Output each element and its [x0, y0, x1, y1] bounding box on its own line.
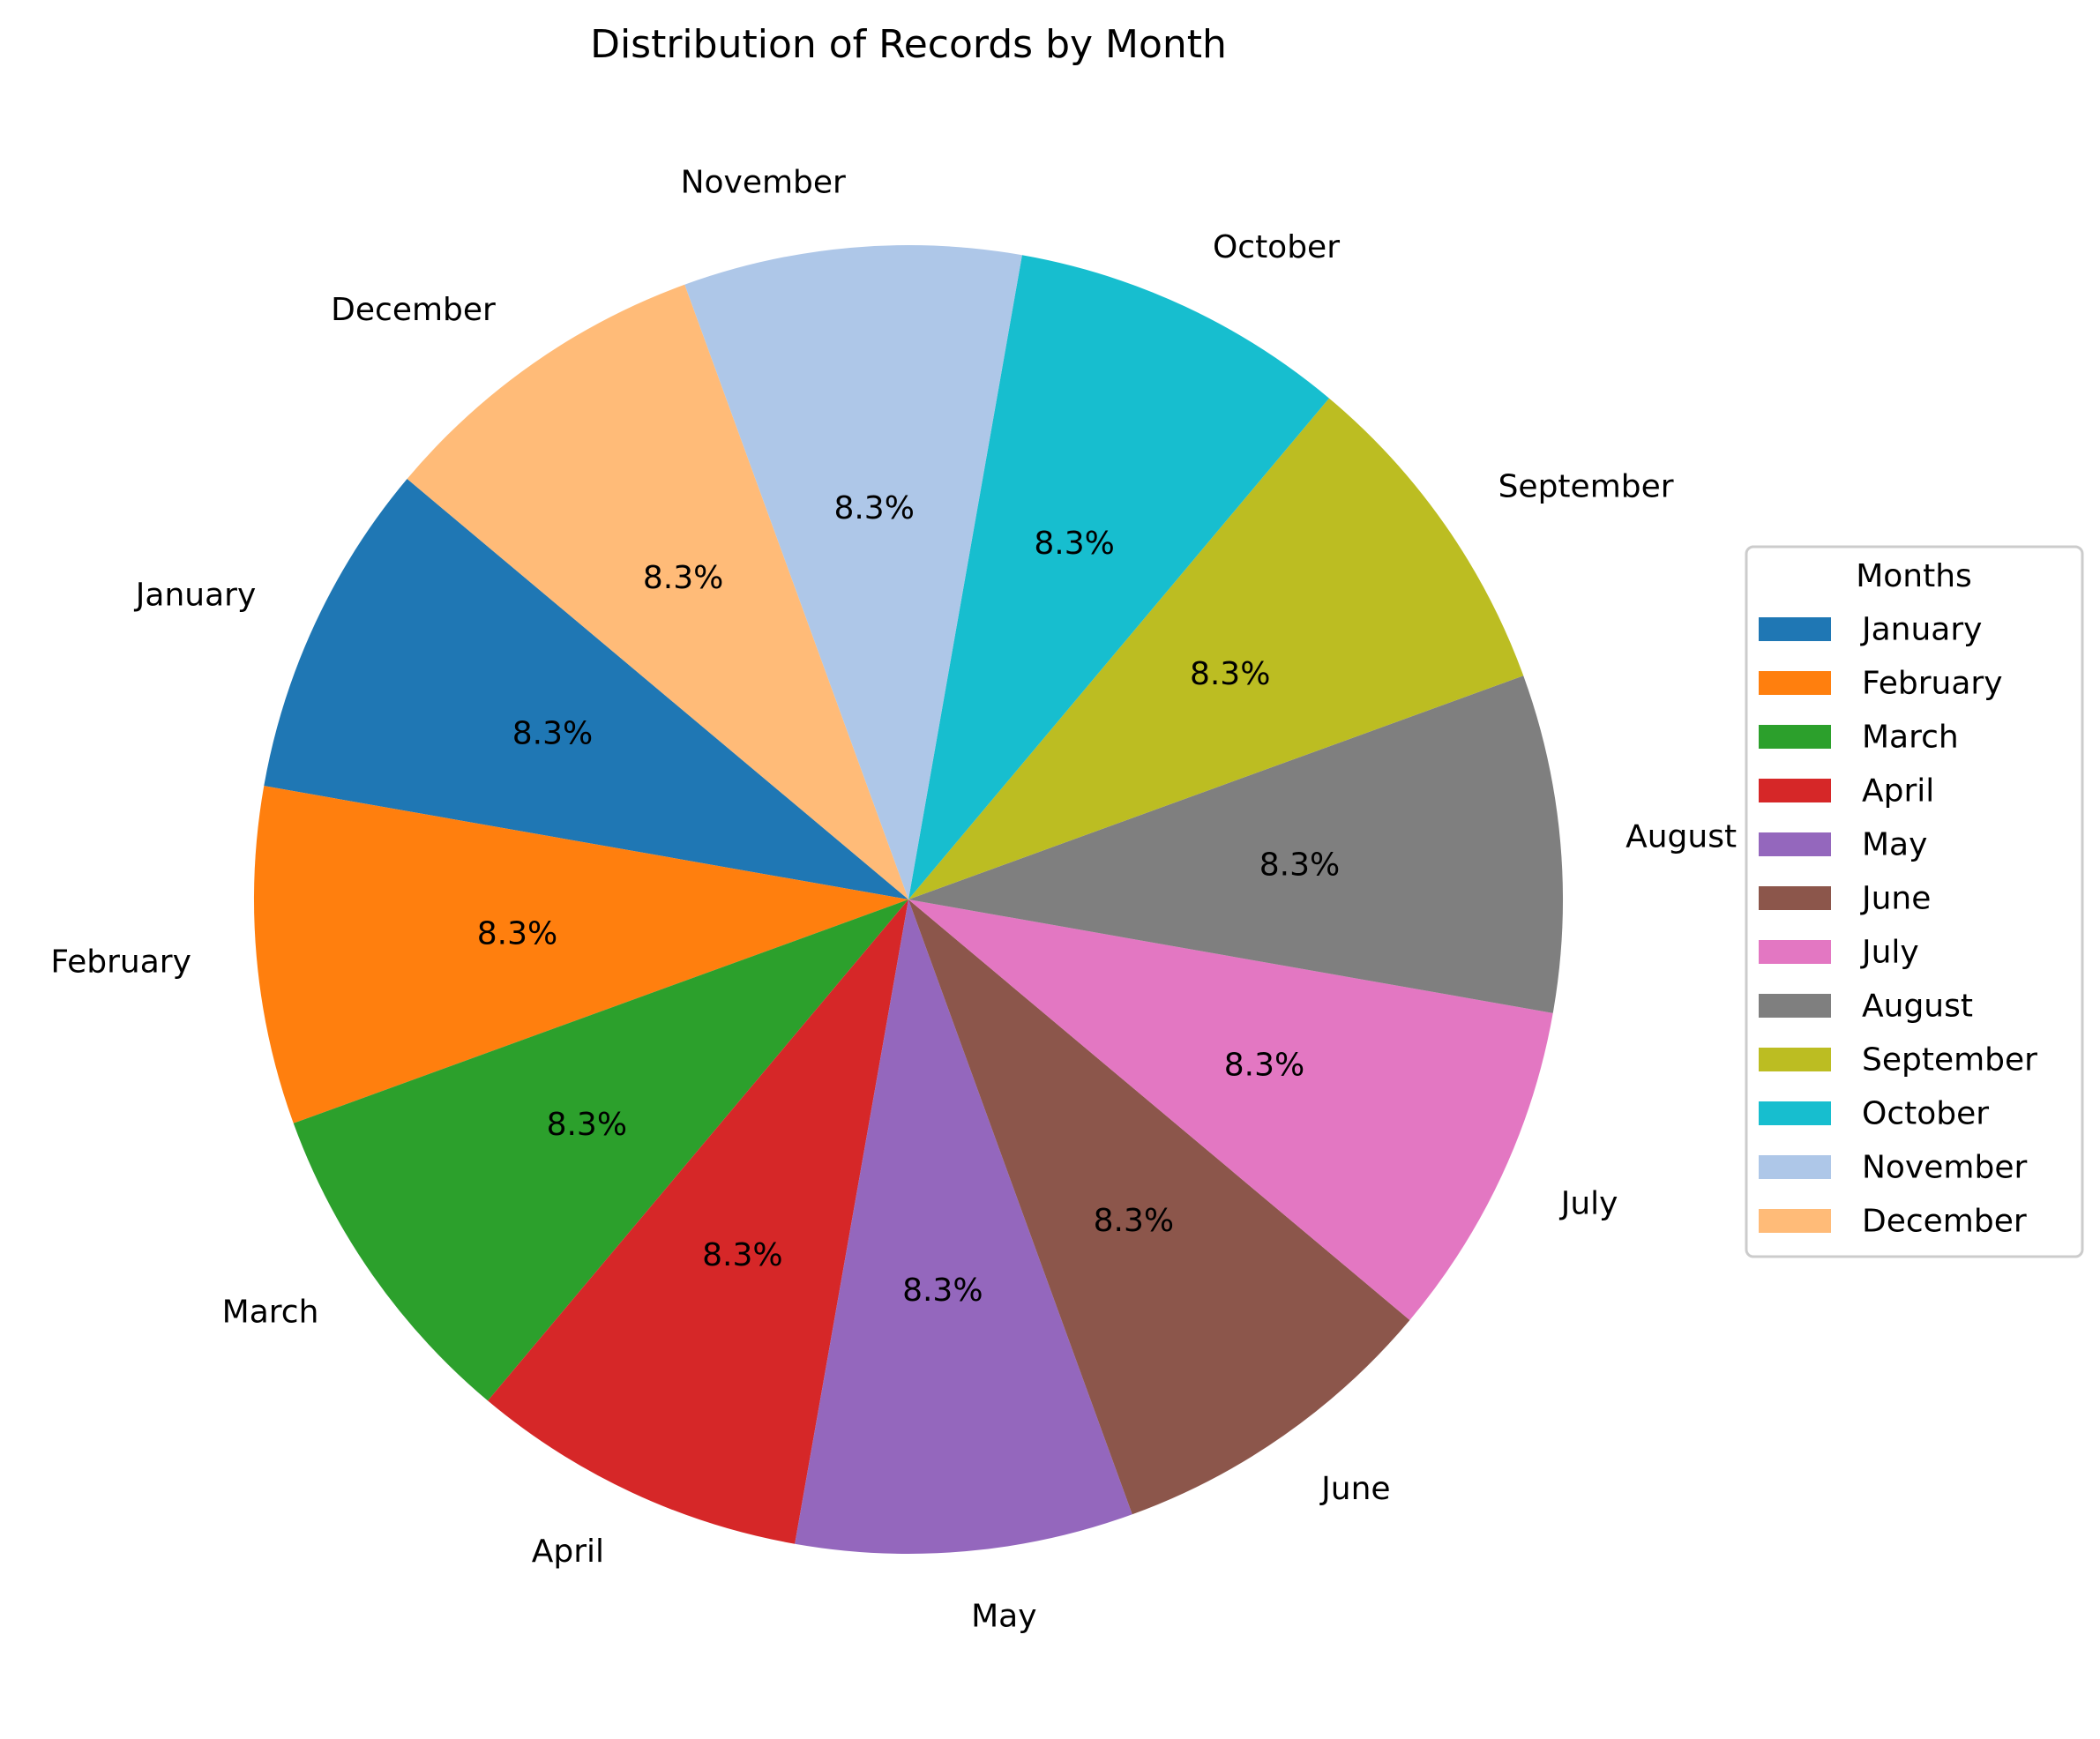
legend-label-june: June	[1860, 881, 1931, 917]
legend-frame	[1745, 545, 2084, 1258]
percent-label-february: 8.3%	[477, 915, 557, 952]
percent-label-august: 8.3%	[1259, 847, 1340, 884]
slice-label-october: October	[1213, 229, 1340, 265]
slice-label-june: June	[1319, 1471, 1390, 1507]
legend-label-march: March	[1862, 720, 1959, 756]
legend-label-november: November	[1862, 1150, 2027, 1186]
legend-swatch-june	[1759, 886, 1831, 910]
legend-swatch-july	[1759, 940, 1831, 964]
slice-label-february: February	[50, 944, 191, 981]
slice-label-september: September	[1498, 468, 1674, 504]
percent-label-november: 8.3%	[833, 490, 914, 526]
legend-items: January February March April May June July Augu…	[1759, 612, 2037, 1240]
pie-slice-july	[908, 899, 1553, 1320]
percent-label-june: 8.3%	[1094, 1203, 1174, 1239]
percent-label-october: 8.3%	[1034, 526, 1114, 562]
legend-swatch-october	[1759, 1101, 1831, 1125]
slice-label-november: November	[681, 164, 846, 200]
pie-slice-january	[264, 479, 908, 899]
pie-slice-march	[293, 899, 909, 1401]
legend-swatch-may	[1759, 832, 1831, 856]
legend-label-july: July	[1860, 935, 1919, 971]
legend-swatch-april	[1759, 779, 1831, 802]
legend: Months JanuaryFebruaryMarchAprilMayJuneJ…	[1745, 545, 2084, 1258]
percent-label-april: 8.3%	[702, 1237, 782, 1273]
pie-slice-february	[254, 786, 908, 1123]
slice-label-july: July	[1559, 1185, 1618, 1221]
legend-title: Months	[1856, 558, 1972, 594]
percent-labels: 8.3% 8.3% 8.3% 8.3% 8.3% 8.3% 8.3% 8.3% 8.3% 8.3%…	[477, 490, 1340, 1309]
pie-slice-october	[908, 255, 1329, 899]
percent-label-january: 8.3%	[512, 715, 593, 751]
chart-title: Distribution of Records by Month	[590, 22, 1227, 67]
legend-label-december: December	[1862, 1204, 2027, 1240]
slice-label-april: April	[532, 1534, 604, 1570]
slice-label-march: March	[222, 1295, 319, 1331]
legend-swatch-february	[1759, 671, 1831, 695]
slice-label-december: December	[331, 292, 496, 328]
slice-label-august: August	[1625, 818, 1737, 855]
pie-slice-april	[488, 899, 908, 1544]
percent-label-march: 8.3%	[547, 1107, 627, 1143]
legend-swatch-september	[1759, 1048, 1831, 1071]
pie-slice-may	[795, 899, 1132, 1554]
legend-swatch-january	[1759, 617, 1831, 641]
legend-label-october: October	[1862, 1096, 1989, 1132]
percent-label-december: 8.3%	[643, 560, 723, 596]
legend-label-january: January	[1860, 612, 1982, 648]
slice-label-january: January	[134, 578, 256, 614]
legend-label-august: August	[1862, 989, 1973, 1025]
pie-slices	[254, 245, 1563, 1554]
legend-swatch-march	[1759, 725, 1831, 749]
legend-label-february: February	[1862, 666, 2003, 702]
pie-slice-june	[908, 899, 1410, 1515]
slice-label-may: May	[971, 1599, 1036, 1635]
legend-swatch-august	[1759, 994, 1831, 1018]
pie-slice-november	[684, 245, 1022, 899]
pie-slice-september	[908, 398, 1524, 899]
percent-label-may: 8.3%	[902, 1273, 983, 1309]
legend-label-april: April	[1862, 773, 1934, 810]
pie-slice-december	[407, 284, 908, 900]
pie-slice-august	[908, 675, 1563, 1013]
legend-swatch-december	[1759, 1209, 1831, 1233]
legend-swatch-november	[1759, 1155, 1831, 1179]
percent-label-july: 8.3%	[1224, 1048, 1304, 1084]
slice-labels: January February March April May June July Augu…	[50, 164, 1737, 1634]
percent-label-september: 8.3%	[1190, 656, 1270, 692]
legend-label-september: September	[1862, 1042, 2037, 1078]
legend-label-may: May	[1862, 827, 1927, 863]
